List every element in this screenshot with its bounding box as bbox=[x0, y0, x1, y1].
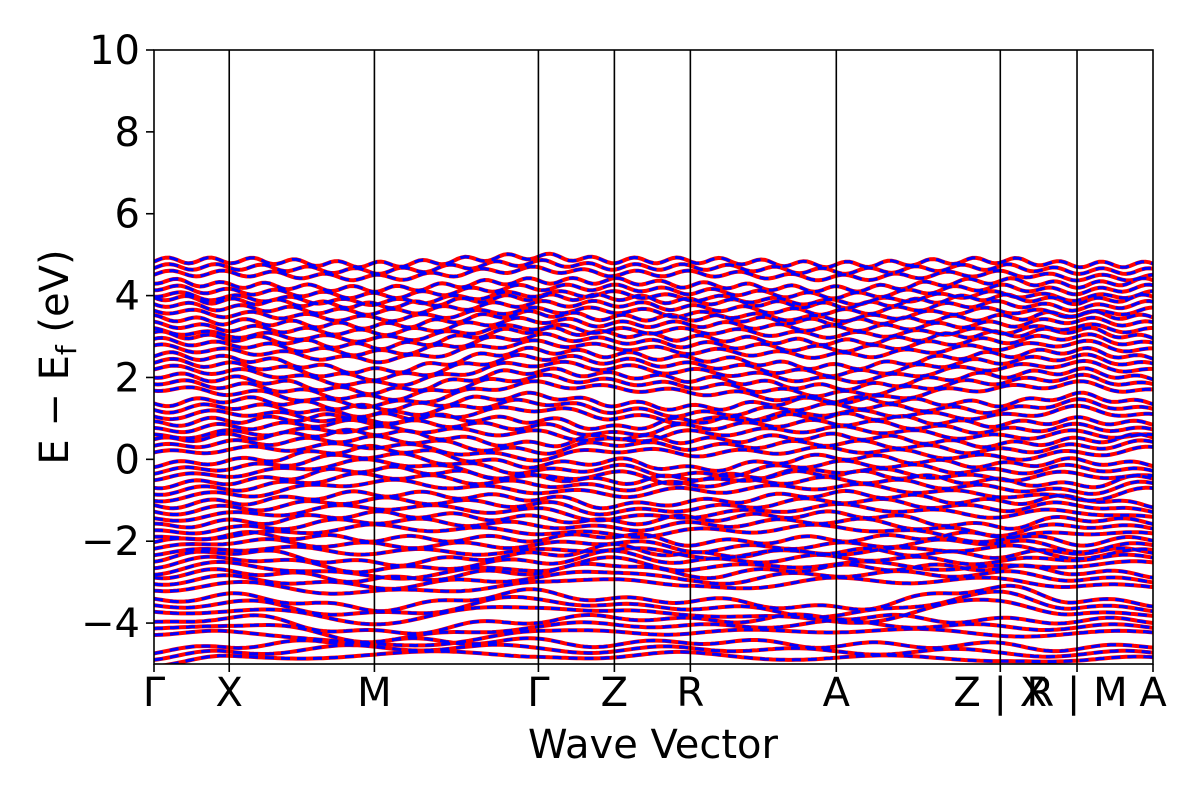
band-line-dashed bbox=[154, 465, 1153, 490]
band-line-dashed bbox=[154, 444, 1153, 473]
band-line-dashed bbox=[154, 441, 1153, 462]
y-axis-label-main: E − E bbox=[32, 355, 78, 465]
band-line-dashed bbox=[154, 428, 1153, 449]
band-lines bbox=[154, 251, 1153, 664]
band-line-solid bbox=[154, 477, 1153, 504]
plot-frame bbox=[153, 49, 1154, 665]
band-line-dashed bbox=[154, 530, 1153, 548]
x-tick-label: Z bbox=[601, 670, 628, 716]
band-line-dashed bbox=[154, 537, 1153, 554]
band-line-dashed bbox=[154, 569, 1153, 591]
band-line-dashed bbox=[154, 276, 1153, 294]
x-tick-label: A bbox=[1139, 670, 1167, 716]
band-line-dashed bbox=[154, 332, 1153, 357]
band-line-solid bbox=[154, 509, 1153, 531]
band-line-solid bbox=[154, 451, 1153, 479]
band-line-dashed bbox=[154, 379, 1153, 409]
y-tick-label: −2 bbox=[81, 519, 140, 565]
band-line-dashed bbox=[154, 373, 1153, 402]
band-line-dashed bbox=[154, 283, 1153, 300]
band-line-dashed bbox=[154, 636, 1153, 655]
band-line-dashed bbox=[154, 522, 1153, 544]
band-line-solid bbox=[154, 433, 1153, 456]
y-tick-label: 10 bbox=[89, 28, 140, 74]
band-line-solid bbox=[154, 471, 1153, 497]
band-line-dashed bbox=[154, 590, 1153, 619]
x-tick-label: X bbox=[216, 670, 243, 716]
band-line-dashed bbox=[154, 627, 1153, 648]
band-line-dashed bbox=[154, 309, 1153, 331]
band-line-dashed bbox=[154, 418, 1153, 437]
y-axis-label-unit: (eV) bbox=[32, 249, 78, 345]
band-line-dashed bbox=[154, 457, 1153, 486]
x-tick-label: Γ bbox=[143, 670, 166, 716]
band-line-dashed bbox=[154, 391, 1153, 412]
band-line-solid bbox=[154, 495, 1153, 517]
band-line-solid bbox=[154, 403, 1153, 426]
band-line-dashed bbox=[154, 576, 1153, 596]
x-tick-label: Γ bbox=[527, 670, 550, 716]
band-line-dashed bbox=[154, 292, 1153, 310]
x-tick-label: R bbox=[676, 670, 704, 716]
y-tick-label: 8 bbox=[115, 110, 140, 156]
band-line-dashed bbox=[154, 612, 1153, 636]
band-line-solid bbox=[154, 488, 1153, 511]
band-line-dashed bbox=[154, 543, 1153, 561]
y-tick-label: 6 bbox=[115, 192, 140, 238]
band-line-dashed bbox=[154, 338, 1153, 364]
band-line-dashed bbox=[154, 643, 1153, 662]
y-tick-label: 0 bbox=[115, 437, 140, 483]
band-line-dashed bbox=[154, 316, 1153, 337]
band-line-solid bbox=[154, 424, 1153, 444]
band-line-dashed bbox=[154, 346, 1153, 375]
band-line-dashed bbox=[154, 366, 1153, 396]
high-symmetry-lines bbox=[228, 50, 1078, 664]
band-line-dashed bbox=[162, 649, 1153, 664]
band-line-dashed bbox=[154, 252, 1153, 269]
band-line-dashed bbox=[154, 555, 1153, 581]
band-line-dashed bbox=[154, 359, 1153, 387]
y-tick-label: 2 bbox=[115, 355, 140, 401]
band-line-dashed bbox=[154, 549, 1153, 574]
band-line-dashed bbox=[154, 322, 1153, 344]
x-axis: Γ X M Γ Z R A Z | XR | M A bbox=[143, 664, 1167, 716]
band-line-solid bbox=[154, 542, 1153, 568]
band-line-dashed bbox=[154, 562, 1153, 584]
x-tick-label: R | M bbox=[1026, 670, 1127, 716]
y-axis: −4 −2 0 2 4 6 8 10 bbox=[81, 28, 154, 647]
band-line-dashed bbox=[154, 299, 1153, 317]
x-axis-label: Wave Vector bbox=[528, 722, 779, 768]
band-line-dashed bbox=[154, 397, 1153, 419]
band-line-dashed bbox=[154, 411, 1153, 431]
band-line-dashed bbox=[154, 305, 1153, 323]
band-line-dashed bbox=[154, 584, 1153, 613]
band-line-dashed bbox=[154, 618, 1153, 644]
x-tick-label: Z | X bbox=[953, 670, 1047, 716]
band-line-dashed bbox=[154, 289, 1153, 307]
band-line-dashed bbox=[154, 265, 1153, 283]
y-axis-label-subscript: f bbox=[50, 344, 83, 355]
y-tick-label: 4 bbox=[115, 274, 140, 320]
x-tick-label: A bbox=[823, 670, 851, 716]
band-line-dashed bbox=[154, 502, 1153, 523]
y-axis-label: E − Ef (eV) bbox=[32, 249, 83, 464]
x-tick-label: M bbox=[357, 670, 392, 716]
y-tick-label: −4 bbox=[81, 601, 140, 647]
band-line-dashed bbox=[154, 598, 1153, 626]
band-line-dashed bbox=[154, 325, 1153, 351]
band-line-dashed bbox=[154, 258, 1153, 276]
band-line-dashed bbox=[154, 353, 1153, 382]
band-line-dashed bbox=[154, 517, 1153, 538]
